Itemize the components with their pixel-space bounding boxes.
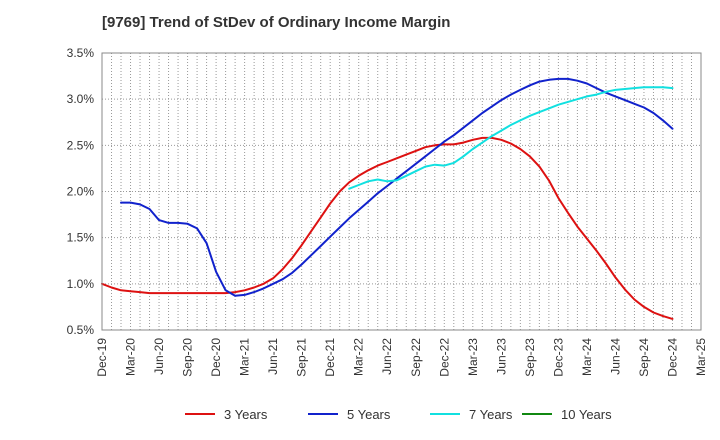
- x-tick-label: Dec-24: [665, 338, 679, 377]
- series-line-7-years: [348, 86, 674, 190]
- x-tick-label: Sep-20: [181, 338, 195, 377]
- x-tick-label: Jun-22: [380, 338, 394, 375]
- y-tick-label: 1.0%: [67, 277, 95, 291]
- x-tick-label: Mar-24: [580, 338, 594, 376]
- series-layer: [101, 77, 674, 320]
- x-tick-label: Dec-19: [95, 338, 109, 377]
- x-tick-label: Dec-22: [437, 338, 451, 377]
- legend-label: 10 Years: [561, 407, 612, 422]
- legend-label: 3 Years: [224, 407, 268, 422]
- y-tick-label: 1.5%: [67, 231, 95, 245]
- x-tick-label: Sep-21: [295, 338, 309, 377]
- legend: 3 Years 5 Years 7 Years 10 Years: [185, 407, 612, 422]
- axis-layer: 0.5% 1.0% 1.5% 2.0% 2.5% 3.0% 3.5% Dec-19 Mar-20…: [67, 46, 708, 377]
- x-tick-label: Sep-22: [409, 338, 423, 377]
- chart-title: [9769] Trend of StDev of Ordinary Income…: [102, 14, 451, 31]
- plot-frame: [101, 52, 702, 331]
- x-tick-label: Jun-23: [494, 338, 508, 375]
- legend-label: 5 Years: [347, 407, 391, 422]
- x-tick-label: Mar-21: [238, 338, 252, 376]
- x-tick-label: Mar-25: [694, 338, 708, 376]
- x-tick-label: Mar-23: [466, 338, 480, 376]
- x-tick-label: Jun-20: [152, 338, 166, 375]
- y-tick-label: 0.5%: [67, 323, 95, 337]
- y-tick-label: 2.5%: [67, 138, 95, 152]
- grid-layer: [102, 53, 701, 330]
- y-tick-label: 3.0%: [67, 92, 95, 106]
- x-tick-label: Sep-23: [523, 338, 537, 377]
- y-tick-label: 3.5%: [67, 46, 95, 60]
- x-tick-label: Sep-24: [637, 338, 651, 377]
- y-tick-label: 2.0%: [67, 185, 95, 199]
- series-line-3-years: [101, 136, 674, 320]
- x-tick-label: Dec-20: [209, 338, 223, 377]
- x-tick-label: Dec-23: [551, 338, 565, 377]
- legend-label: 7 Years: [469, 407, 513, 422]
- x-tick-label: Mar-20: [124, 338, 138, 376]
- series-line-5-years: [120, 77, 674, 297]
- x-tick-label: Mar-22: [352, 338, 366, 376]
- x-tick-label: Jun-21: [266, 338, 280, 375]
- x-tick-label: Jun-24: [608, 338, 622, 375]
- x-tick-label: Dec-21: [323, 338, 337, 377]
